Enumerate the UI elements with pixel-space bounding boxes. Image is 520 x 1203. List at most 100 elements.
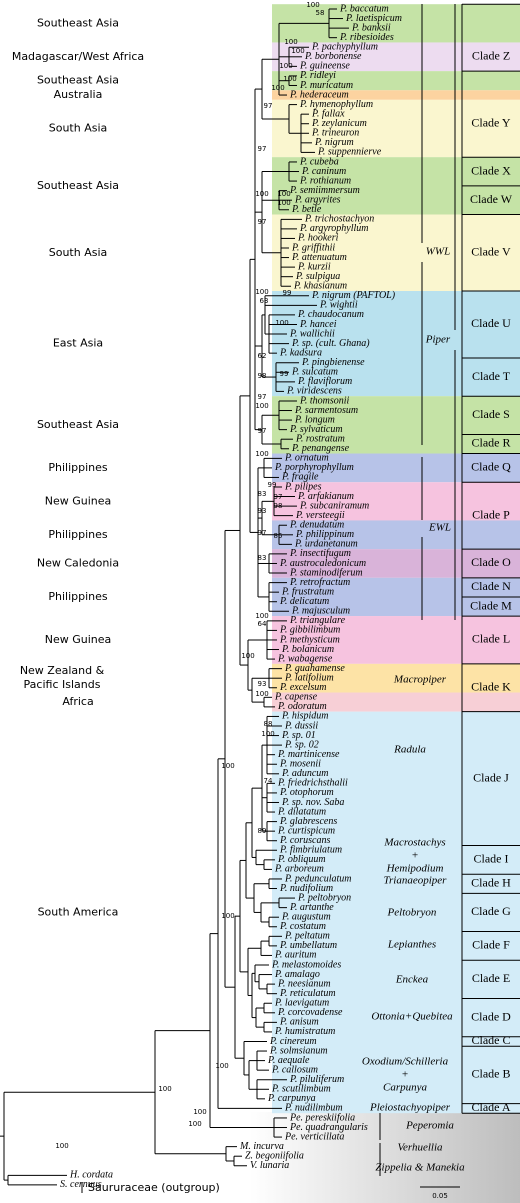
region-band — [272, 214, 520, 292]
region-label: South Asia — [49, 246, 108, 259]
taxon-label: P. triangulare — [289, 615, 346, 626]
taxon-label: P. hispidum — [281, 711, 329, 722]
support-value: 100 — [215, 1062, 228, 1070]
region-label: Philippines — [48, 528, 108, 541]
taxon-label: P. corcovadense — [277, 1007, 343, 1018]
taxon-label: P. viridescens — [286, 386, 342, 397]
support-value: 100 — [241, 652, 254, 660]
taxon-label: P. nudifolium — [279, 883, 333, 894]
taxon-label: P. trichostachyon — [304, 214, 374, 225]
taxon-label: P. scutilimbum — [271, 1084, 331, 1095]
support-value: 100 — [283, 75, 296, 83]
support-value: 93 — [258, 507, 267, 515]
support-value: 100 — [188, 1120, 201, 1128]
region-band — [272, 71, 520, 91]
taxon-label: P. hancei — [299, 319, 337, 330]
group-label: Enckea — [395, 974, 429, 986]
bands — [272, 4, 520, 1114]
taxon-label: P. guahamense — [284, 663, 345, 674]
support-value: 100 — [221, 762, 234, 770]
group-label: Macrostachys — [383, 837, 445, 849]
taxon-label: P. caninum — [301, 166, 346, 177]
taxon-label: P. thomsonii — [299, 395, 349, 406]
support-value: 100 — [255, 190, 268, 198]
support-value: 100 — [275, 319, 288, 327]
support-value: 100 — [158, 1085, 171, 1093]
region-band — [272, 42, 520, 72]
clade-label: Clade U — [471, 316, 511, 330]
labels: Southeast Asia Madagascar/West Africa Sout… — [12, 1, 513, 1200]
clade-label: Clade L — [472, 632, 510, 646]
support-value: 62 — [258, 352, 267, 360]
taxon-label: P. rothianum — [299, 175, 351, 186]
support-value: 89 — [258, 827, 267, 835]
taxon-label: Z. begoniifolia — [245, 1150, 304, 1161]
group-label: EWL — [428, 522, 451, 534]
support-value: 74 — [264, 777, 273, 785]
group-label: Macropiper — [393, 674, 447, 686]
region-band — [272, 453, 520, 483]
clade-label: Clade V — [471, 245, 511, 259]
region-label: New Zealand & — [20, 664, 105, 677]
region-label: Australia — [54, 88, 103, 101]
taxon-label: P. laetispicum — [345, 13, 402, 24]
taxon-label: P. hymenophyllum — [299, 99, 373, 110]
clade-label: Clade E — [472, 971, 510, 985]
region-band — [272, 99, 520, 158]
taxon-label: P. solmsianum — [269, 1045, 328, 1056]
support-value: 100 — [221, 912, 234, 920]
support-value: 100 — [261, 730, 274, 738]
region-band — [272, 291, 520, 397]
taxon-label: P. sulcatum — [291, 367, 338, 378]
taxon-label: P. zeylanicum — [311, 118, 367, 129]
region-label: Southeast Asia — [37, 179, 119, 192]
taxon-label: P. martinicense — [277, 749, 340, 760]
clade-label: Clade N — [471, 579, 511, 593]
taxon-label: P. amalago — [274, 969, 320, 980]
taxon-label: P. hederaceum — [289, 89, 349, 100]
taxon-label: P. ridleyi — [299, 70, 336, 81]
taxon-label: P. otophorum — [279, 787, 334, 798]
support-value: 100 — [255, 690, 268, 698]
taxon-label: P. versteegii — [295, 510, 345, 521]
taxon-label: P. ornatum — [284, 453, 329, 464]
taxon-label: P. delicatum — [279, 596, 329, 607]
support-value: 58 — [316, 9, 325, 17]
taxon-label: P. methysticum — [279, 634, 340, 645]
taxon-label: P. argyrophyllum — [299, 223, 369, 234]
taxon-label: P. majusculum — [291, 606, 350, 617]
support-value: 99 — [280, 370, 289, 378]
taxon-label: P. fallax — [311, 108, 345, 119]
taxon-label: P. suppennierve — [317, 147, 382, 158]
taxon-label: H. cordata — [69, 1170, 113, 1181]
taxon-label: P. muricatum — [299, 80, 353, 91]
support-value: 98 — [274, 502, 283, 510]
region-label: Southeast Asia — [37, 16, 119, 29]
region-label: East Asia — [53, 337, 103, 350]
group-label: Zippelia & Manekia — [375, 1162, 465, 1174]
support-value: 100 — [55, 1142, 68, 1150]
group-label: WWL — [426, 246, 450, 258]
taxon-label: P. griffithii — [291, 242, 335, 253]
taxon-label: P. cubeba — [299, 156, 339, 167]
taxon-label: P. pilipes — [284, 481, 322, 492]
taxon-label: P. insectifugum — [289, 548, 351, 559]
support-value: 100 — [255, 288, 268, 296]
taxon-label: P. staminodiferum — [289, 567, 363, 578]
taxon-label: P. frustratum — [281, 586, 334, 597]
region-band — [272, 692, 520, 712]
support-value: 100 — [284, 38, 297, 46]
taxon-label: P. umbellatum — [279, 940, 337, 951]
taxon-label: V. lunaria — [250, 1160, 289, 1171]
clade-label: Clade W — [470, 192, 513, 206]
taxon-label: P. nigrum (PAFTOL) — [311, 290, 396, 301]
taxon-label: P. hookeri — [297, 233, 339, 244]
support-value: 97 — [258, 393, 267, 401]
group-label: Lepianthes — [387, 939, 436, 951]
outgroup-band — [250, 1112, 520, 1203]
group-label: Ottonia+Quebitea — [371, 1011, 453, 1023]
taxon-label: P. aequale — [267, 1055, 310, 1066]
region-label: Philippines — [48, 590, 108, 603]
taxon-label: P. trineuron — [311, 128, 359, 139]
taxon-label: M. incurva — [239, 1141, 284, 1152]
